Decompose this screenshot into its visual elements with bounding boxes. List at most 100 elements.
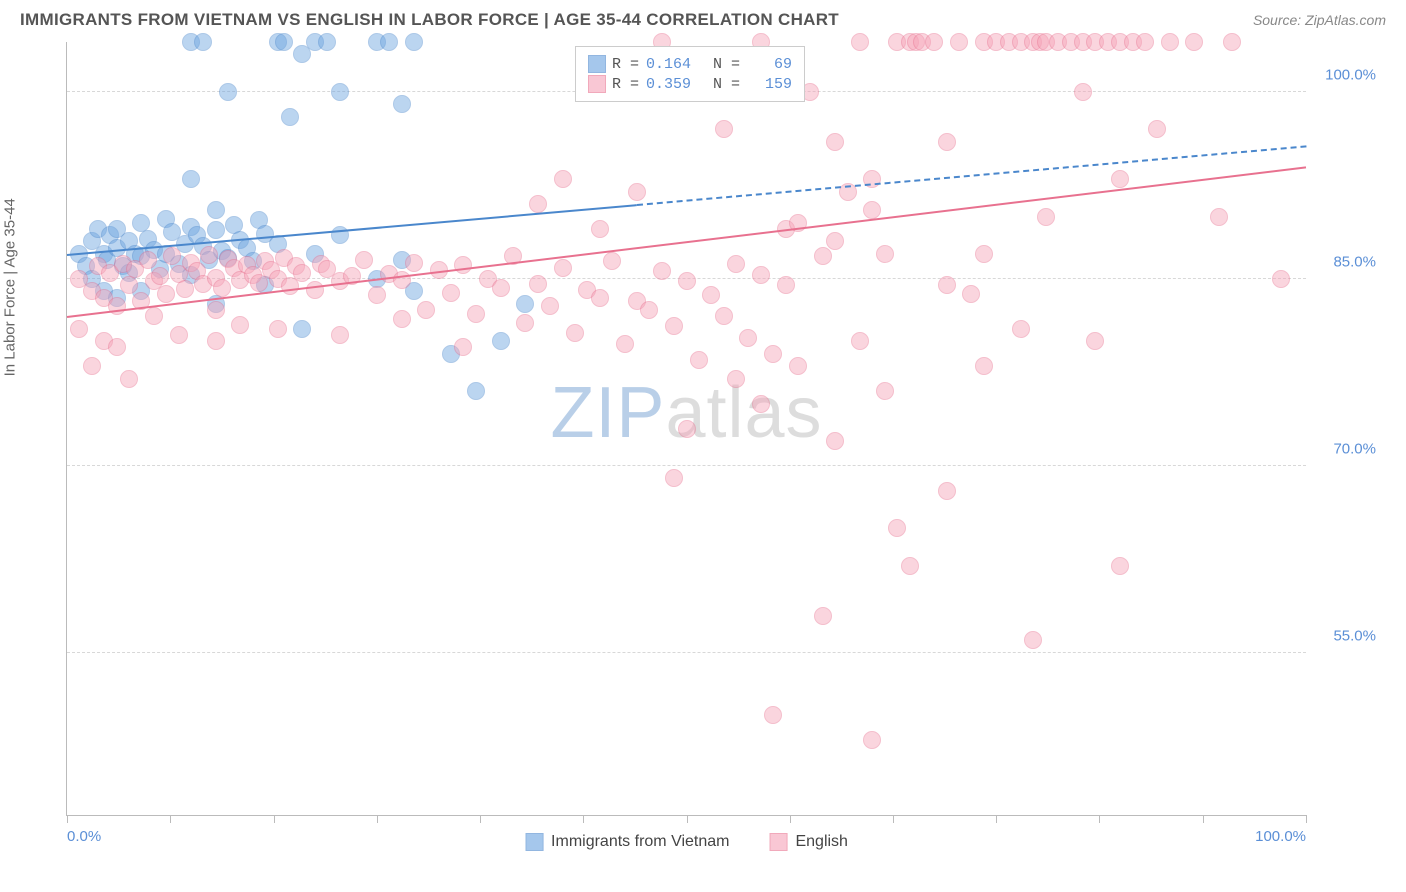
data-point <box>628 183 646 201</box>
data-point <box>1148 120 1166 138</box>
data-point <box>120 370 138 388</box>
data-point <box>83 357 101 375</box>
data-point <box>690 351 708 369</box>
x-tick <box>1203 815 1204 823</box>
data-point <box>752 266 770 284</box>
legend-swatch <box>769 833 787 851</box>
legend-label: English <box>795 833 847 851</box>
x-tick <box>1099 815 1100 823</box>
y-tick-label: 70.0% <box>1316 440 1376 457</box>
data-point <box>640 301 658 319</box>
data-point <box>151 267 169 285</box>
series-legend: Immigrants from Vietnam English <box>525 833 848 851</box>
x-tick <box>996 815 997 823</box>
data-point <box>529 275 547 293</box>
data-point <box>814 247 832 265</box>
n-value: 159 <box>746 76 792 93</box>
data-point <box>591 220 609 238</box>
y-tick-label: 55.0% <box>1316 627 1376 644</box>
data-point <box>863 201 881 219</box>
data-point <box>213 279 231 297</box>
data-point <box>1024 631 1042 649</box>
data-point <box>200 246 218 264</box>
data-point <box>355 251 373 269</box>
legend-swatch <box>525 833 543 851</box>
data-point <box>231 316 249 334</box>
data-point <box>554 259 572 277</box>
n-label: N = <box>713 76 740 93</box>
data-point <box>207 332 225 350</box>
data-point <box>715 307 733 325</box>
data-point <box>591 289 609 307</box>
x-tick <box>1306 815 1307 823</box>
x-tick <box>790 815 791 823</box>
data-point <box>207 221 225 239</box>
data-point <box>176 280 194 298</box>
data-point <box>764 345 782 363</box>
legend-label: Immigrants from Vietnam <box>551 833 729 851</box>
data-point <box>331 83 349 101</box>
x-tick <box>170 815 171 823</box>
data-point <box>678 272 696 290</box>
data-point <box>405 254 423 272</box>
data-point <box>281 108 299 126</box>
data-point <box>393 310 411 328</box>
data-point <box>764 706 782 724</box>
data-point <box>417 301 435 319</box>
data-point <box>454 256 472 274</box>
r-label: R = <box>612 56 639 73</box>
data-point <box>727 255 745 273</box>
data-point <box>139 251 157 269</box>
watermark: ZIPatlas <box>550 372 822 454</box>
regression-line <box>67 204 637 256</box>
data-point <box>814 607 832 625</box>
data-point <box>566 324 584 342</box>
data-point <box>1111 170 1129 188</box>
data-point <box>467 305 485 323</box>
data-point <box>603 252 621 270</box>
data-point <box>467 382 485 400</box>
x-tick <box>583 815 584 823</box>
data-point <box>170 326 188 344</box>
data-point <box>826 232 844 250</box>
data-point <box>380 33 398 51</box>
data-point <box>901 557 919 575</box>
data-point <box>665 469 683 487</box>
data-point <box>163 247 181 265</box>
data-point <box>715 120 733 138</box>
data-point <box>826 133 844 151</box>
legend-row: R =0.164N =69 <box>588 55 792 73</box>
plot-area: ZIPatlas R =0.164N =69R =0.359N =159 Imm… <box>66 42 1306 816</box>
legend-swatch <box>588 75 606 93</box>
data-point <box>1012 320 1030 338</box>
data-point <box>207 201 225 219</box>
data-point <box>777 276 795 294</box>
r-value: 0.359 <box>645 76 691 93</box>
data-point <box>554 170 572 188</box>
n-label: N = <box>713 56 740 73</box>
data-point <box>108 338 126 356</box>
data-point <box>851 33 869 51</box>
data-point <box>492 279 510 297</box>
data-point <box>727 370 745 388</box>
gridline <box>67 465 1306 466</box>
data-point <box>269 320 287 338</box>
gridline <box>67 652 1306 653</box>
chart-title: IMMIGRANTS FROM VIETNAM VS ENGLISH IN LA… <box>20 10 839 30</box>
r-value: 0.164 <box>645 56 691 73</box>
data-point <box>938 133 956 151</box>
data-point <box>393 95 411 113</box>
correlation-legend: R =0.164N =69R =0.359N =159 <box>575 46 805 102</box>
data-point <box>739 329 757 347</box>
data-point <box>207 301 225 319</box>
data-point <box>516 314 534 332</box>
data-point <box>70 320 88 338</box>
data-point <box>1111 557 1129 575</box>
r-label: R = <box>612 76 639 93</box>
x-tick <box>687 815 688 823</box>
x-tick-label: 100.0% <box>1255 828 1306 845</box>
data-point <box>653 262 671 280</box>
data-point <box>492 332 510 350</box>
data-point <box>702 286 720 304</box>
data-point <box>331 326 349 344</box>
